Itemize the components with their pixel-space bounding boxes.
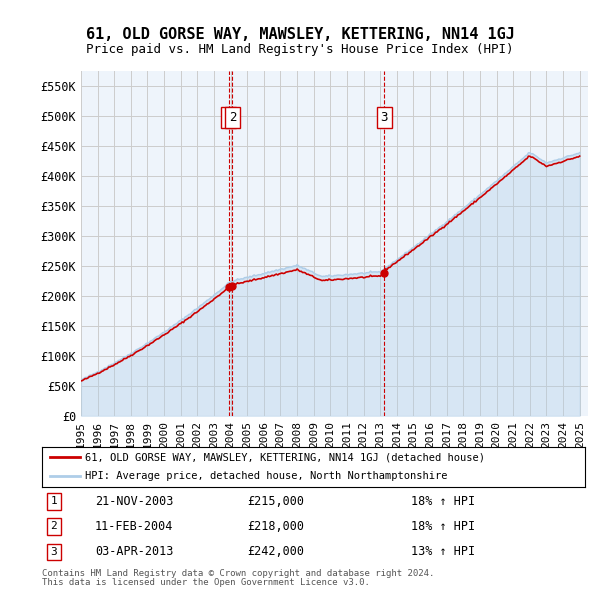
Text: 13% ↑ HPI: 13% ↑ HPI: [411, 545, 475, 558]
Text: 2: 2: [229, 111, 236, 124]
Text: 03-APR-2013: 03-APR-2013: [95, 545, 173, 558]
Text: 3: 3: [50, 547, 58, 557]
Text: 61, OLD GORSE WAY, MAWSLEY, KETTERING, NN14 1GJ: 61, OLD GORSE WAY, MAWSLEY, KETTERING, N…: [86, 27, 514, 42]
Text: 21-NOV-2003: 21-NOV-2003: [95, 495, 173, 508]
Text: £218,000: £218,000: [247, 520, 304, 533]
Text: £215,000: £215,000: [247, 495, 304, 508]
Text: 1: 1: [50, 496, 58, 506]
Text: 18% ↑ HPI: 18% ↑ HPI: [411, 495, 475, 508]
Text: £242,000: £242,000: [247, 545, 304, 558]
Text: 1: 1: [225, 111, 233, 124]
Text: 11-FEB-2004: 11-FEB-2004: [95, 520, 173, 533]
Text: Price paid vs. HM Land Registry's House Price Index (HPI): Price paid vs. HM Land Registry's House …: [86, 43, 514, 56]
Text: HPI: Average price, detached house, North Northamptonshire: HPI: Average price, detached house, Nort…: [85, 471, 448, 481]
Text: 2: 2: [50, 521, 58, 531]
Text: This data is licensed under the Open Government Licence v3.0.: This data is licensed under the Open Gov…: [42, 578, 370, 588]
Text: 3: 3: [380, 111, 388, 124]
Text: Contains HM Land Registry data © Crown copyright and database right 2024.: Contains HM Land Registry data © Crown c…: [42, 569, 434, 578]
Text: 61, OLD GORSE WAY, MAWSLEY, KETTERING, NN14 1GJ (detached house): 61, OLD GORSE WAY, MAWSLEY, KETTERING, N…: [85, 453, 485, 463]
Text: 18% ↑ HPI: 18% ↑ HPI: [411, 520, 475, 533]
